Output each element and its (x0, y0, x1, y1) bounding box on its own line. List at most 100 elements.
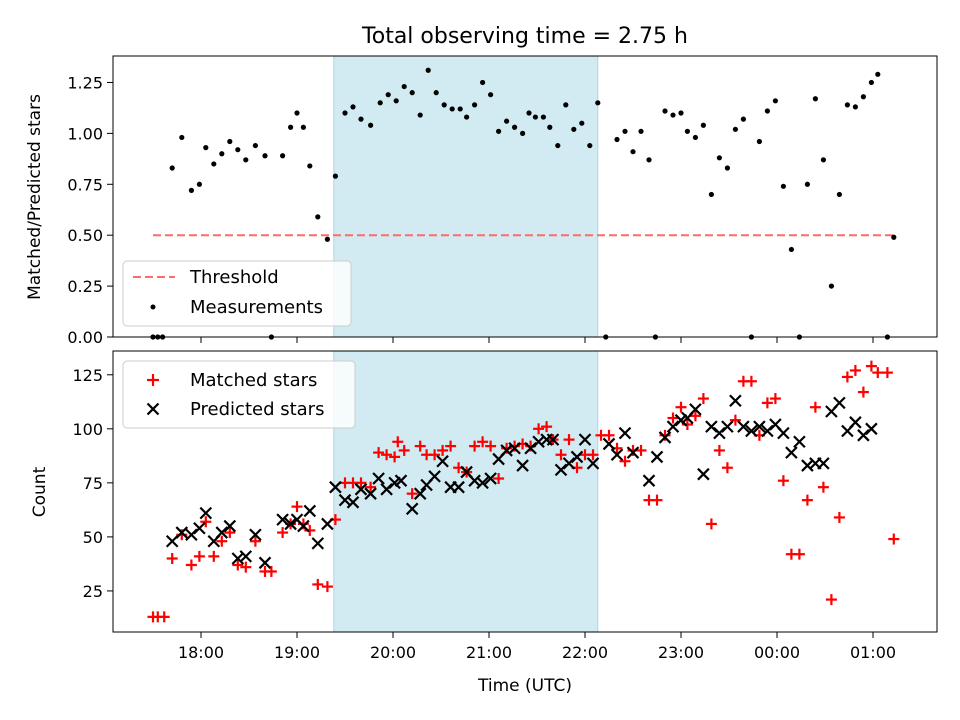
predicted-star-point (329, 480, 342, 494)
bottom-y-ticks: 25 50 75 100 125 (72, 366, 113, 601)
measurement-point (504, 118, 510, 124)
chart-title: Total observing time = 2.75 h (361, 24, 688, 49)
measurement-point (307, 163, 313, 169)
measurement-point (294, 110, 300, 116)
matched-star-point (265, 565, 277, 577)
measurement-point (891, 234, 897, 240)
measurement-point (788, 246, 795, 253)
predicted-star-point (321, 517, 334, 531)
measurement-point (243, 157, 249, 163)
predicted-star-point (249, 528, 262, 542)
observing-window-shade (333, 350, 599, 633)
measurement-point (804, 181, 811, 187)
measurement-point (836, 191, 843, 198)
predicted-stars-points (165, 394, 878, 570)
measurement-point (496, 128, 502, 134)
matched-star-point (888, 533, 900, 545)
predicted-star-point (303, 504, 317, 518)
measurement-point (342, 110, 348, 116)
matched-star-point (166, 553, 178, 565)
measurement-point (332, 173, 338, 179)
matched-star-point (849, 364, 861, 376)
measurement-point (860, 94, 867, 100)
predicted-star-point (602, 437, 616, 451)
predicted-star-point (297, 519, 310, 533)
measurement-point (377, 100, 383, 106)
measurement-point (732, 126, 739, 132)
measurement-point (670, 112, 676, 118)
matched-star-point (713, 444, 725, 456)
measurement-point (203, 145, 209, 151)
matched-star-point (533, 423, 545, 435)
predicted-star-point (193, 521, 206, 535)
measurement-point (480, 79, 486, 86)
bottom-x-ticks: 18:00 19:00 20:00 21:00 22:00 23:00 00:00 01:00 (178, 632, 896, 662)
predicted-star-point (354, 483, 368, 496)
measurement-point (756, 138, 763, 145)
predicted-star-point (239, 550, 253, 563)
predicted-star-point (516, 459, 529, 472)
bottom-y-tick-label: 125 (72, 366, 103, 385)
predicted-star-point (175, 526, 189, 539)
predicted-star-point (697, 467, 710, 481)
predicted-star-point (452, 480, 465, 494)
predicted-star-point (413, 487, 427, 500)
matched-star-point (208, 550, 220, 562)
measurement-point (684, 128, 691, 134)
bottom-legend: Matched stars Predicted stars (122, 360, 356, 429)
matched-star-point (635, 444, 647, 456)
measurement-point (526, 110, 532, 116)
top-y-tick-label: 0.00 (67, 328, 103, 347)
measurement-point (300, 124, 306, 130)
top-y-tick-label: 0.75 (67, 175, 103, 194)
predicted-star-point (546, 433, 560, 446)
matched-star-point (381, 449, 393, 461)
top-y-tick-label: 0.50 (67, 226, 103, 245)
measurement-point (235, 147, 241, 153)
measurement-point (358, 116, 364, 122)
matched-star-point (675, 401, 687, 413)
measurement-point (433, 90, 439, 96)
measurement-point (188, 187, 194, 193)
measurement-point (262, 153, 268, 159)
top-legend-box (122, 260, 352, 327)
measurement-point (488, 92, 494, 98)
x-tick-label: 23:00 (658, 643, 704, 662)
bottom-y-tick-label: 100 (72, 420, 103, 439)
measurement-point (740, 116, 747, 122)
matched-star-point (355, 477, 367, 489)
predicted-star-point (428, 470, 441, 483)
matched-star-point (651, 494, 663, 506)
matched-star-point (555, 449, 567, 461)
matched-star-point (249, 535, 261, 547)
predicted-star-point (484, 472, 497, 485)
matched-star-point (745, 375, 757, 387)
predicted-star-point (372, 472, 385, 485)
measurement-point (532, 114, 539, 120)
measurement-point (511, 124, 518, 130)
measurement-point (868, 79, 875, 86)
top-shaded-span (333, 55, 599, 338)
x-axis-label: Time (UTC) (477, 676, 572, 696)
measurement-point (692, 134, 699, 141)
matched-star-point (705, 518, 717, 530)
matched-star-point (541, 421, 553, 433)
top-legend: Threshold Measurements (122, 260, 352, 327)
matched-star-point (312, 578, 324, 590)
predicted-star-point (586, 457, 600, 470)
top-measurement-points (150, 67, 897, 340)
measurement-point (571, 126, 577, 132)
matched-star-point (193, 550, 205, 562)
matched-star-point (185, 559, 197, 571)
measurement-point (678, 110, 684, 116)
matched-star-point (232, 559, 244, 571)
predicted-star-point (578, 433, 592, 446)
predicted-star-point (610, 448, 624, 462)
matched-star-point (865, 360, 877, 372)
measurement-point (520, 130, 526, 136)
measurement-point (393, 98, 399, 104)
measurement-point (587, 142, 593, 149)
matched-legend-swatch (147, 374, 159, 386)
matched-star-point (477, 436, 489, 448)
